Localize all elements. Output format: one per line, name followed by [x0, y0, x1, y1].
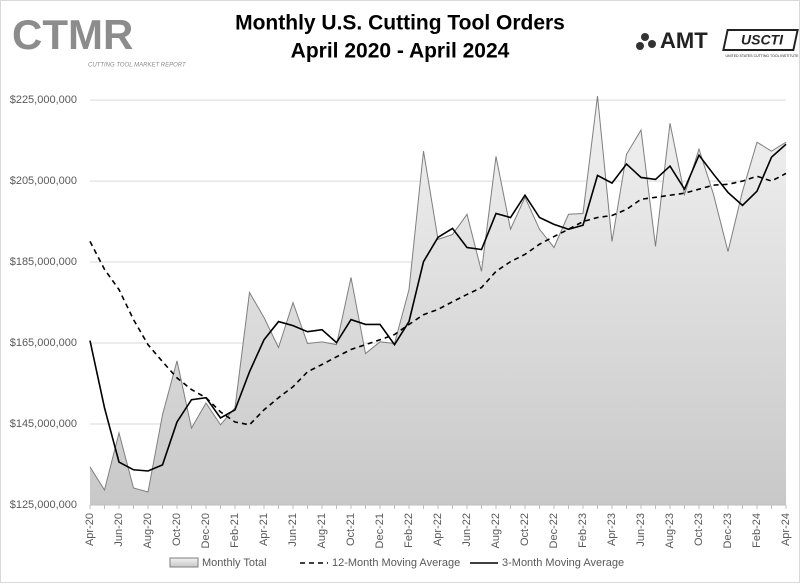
x-tick-label: Aug-23	[664, 513, 676, 548]
area-outline	[89, 95, 787, 493]
logo-badge-tagline: UNITED STATES CUTTING TOOL INSTITUTE	[726, 54, 800, 58]
logo-text: CTMR	[12, 11, 133, 58]
x-tick-label: Jun-23	[635, 513, 647, 547]
x-tick-label: Aug-20	[142, 513, 154, 548]
logo-icon	[636, 42, 644, 50]
x-tick-label: Aug-22	[490, 513, 502, 548]
x-tick-label: Dec-20	[200, 513, 212, 548]
x-tick-label: Apr-22	[432, 513, 444, 546]
x-tick-label: Jun-20	[113, 513, 125, 547]
logo-right: AMT USCTI UNITED STATES CUTTING TOOL INS…	[636, 28, 799, 58]
x-tick-label: Oct-23	[693, 513, 705, 546]
y-tick-label: $145,000,000	[10, 418, 77, 430]
logo-badge	[722, 29, 799, 51]
y-tick-label: $165,000,000	[10, 337, 77, 349]
x-tick-label: Dec-23	[722, 513, 734, 548]
logo-text: AMT	[660, 28, 708, 53]
logo-icon	[641, 33, 649, 41]
area-fill	[90, 96, 786, 506]
x-tick-label: Oct-21	[345, 513, 357, 546]
legend: Monthly Total 12-Month Moving Average 3-Mo…	[169, 557, 624, 569]
x-tick-label: Jun-22	[461, 513, 473, 547]
chart-subtitle: April 2020 - April 2024	[291, 40, 510, 63]
legend-swatch	[169, 557, 199, 568]
legend-label: 3-Month Moving Average	[502, 557, 624, 569]
x-tick-label: Aug-21	[316, 513, 328, 548]
x-tick-label: Dec-21	[374, 513, 386, 548]
x-tick-label: Feb-24	[751, 513, 763, 548]
x-tick-label: Dec-22	[548, 513, 560, 548]
logo-left: CTMR CUTTING TOOL MARKET REPORT	[12, 11, 187, 68]
x-tick-label: Apr-24	[780, 513, 792, 546]
x-tick-label: Feb-23	[577, 513, 589, 548]
x-tick-label: Oct-22	[519, 513, 531, 546]
series-line	[89, 143, 787, 472]
legend-label: 12-Month Moving Average	[332, 557, 460, 569]
x-tick-label: Apr-21	[258, 513, 270, 546]
logo-badge-text: USCTI	[741, 32, 784, 48]
logo-tagline: CUTTING TOOL MARKET REPORT	[88, 63, 187, 69]
x-tick-label: Feb-21	[229, 513, 241, 548]
y-tick-label: $125,000,000	[10, 499, 77, 511]
y-tick-label: $205,000,000	[10, 175, 77, 187]
plot-area: $125,000,000 $145,000,000 $165,000,000 $185…	[10, 94, 792, 569]
x-tick-label: Apr-23	[606, 513, 618, 546]
x-tick-label: Apr-20	[84, 513, 96, 546]
legend-label: Monthly Total	[202, 557, 267, 569]
y-tick-label: $225,000,000	[10, 94, 77, 106]
chart-title: Monthly U.S. Cutting Tool Orders	[235, 12, 565, 35]
x-tick-label: Jun-21	[287, 513, 299, 547]
logo-icon	[648, 40, 656, 48]
x-tick-label: Feb-22	[403, 513, 415, 548]
x-tick-label: Oct-20	[171, 513, 183, 546]
y-tick-label: $185,000,000	[10, 256, 77, 268]
